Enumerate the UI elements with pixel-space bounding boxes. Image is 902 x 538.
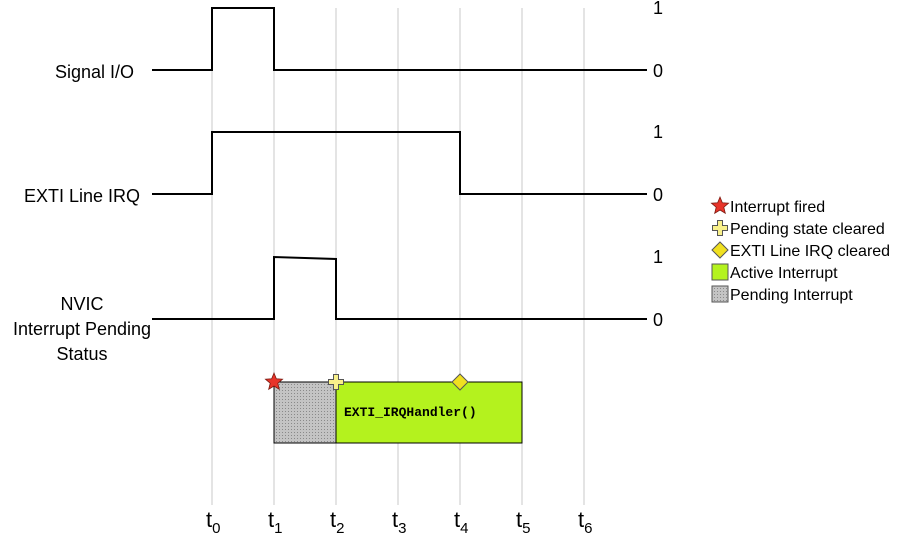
signal-row: EXTI Line IRQ 1 0 — [24, 122, 663, 206]
waveform — [152, 255, 647, 320]
level-low-label: 0 — [653, 185, 663, 205]
legend-item: Pending Interrupt — [711, 285, 853, 304]
time-axis-labels: t0 t1 t2 t3 t4 t5 t6 — [206, 507, 592, 537]
legend-label: Pending Interrupt — [730, 287, 853, 304]
signal-label: NVIC — [60, 294, 103, 314]
legend-label: Pending state cleared — [730, 221, 885, 238]
signal-label: Interrupt Pending — [13, 319, 151, 339]
signal-label: Status — [56, 344, 107, 364]
irq-cleared-diamond-icon — [451, 373, 469, 391]
pending-interrupt-block — [273, 381, 337, 444]
waveform — [152, 131, 647, 195]
signal-row: Signal I/O 1 0 — [55, 0, 663, 82]
legend-label: Interrupt fired — [730, 199, 825, 216]
legend: Interrupt fired Pending state cleared EXTI… — [710, 195, 890, 304]
legend-item: Active Interrupt — [711, 263, 838, 282]
time-gridlines — [211, 8, 585, 505]
signal-label: EXTI Line IRQ — [24, 186, 140, 206]
interrupt-fired-star-icon — [264, 371, 284, 391]
level-high-label: 1 — [653, 122, 663, 142]
active-interrupt-block — [335, 381, 523, 444]
pending-swatch-icon — [711, 285, 729, 303]
time-label-t0: t0 — [206, 507, 220, 537]
legend-label: Active Interrupt — [730, 265, 838, 282]
handler-label: EXTI_IRQHandler() — [344, 405, 477, 420]
time-label-t6: t6 — [578, 507, 592, 537]
legend-label: EXTI Line IRQ cleared — [730, 243, 890, 260]
diamond-icon — [711, 241, 729, 259]
level-high-label: 1 — [653, 247, 663, 267]
pending-cleared-plus-icon — [328, 374, 344, 390]
legend-item: EXTI Line IRQ cleared — [711, 241, 890, 260]
plus-icon — [712, 220, 728, 236]
signal-label: Signal I/O — [55, 62, 134, 82]
level-high-label: 1 — [653, 0, 663, 18]
time-label-t4: t4 — [454, 507, 468, 537]
time-label-t3: t3 — [392, 507, 406, 537]
active-swatch-icon — [711, 263, 729, 281]
legend-item: Pending state cleared — [712, 220, 885, 238]
star-icon — [710, 195, 730, 215]
time-label-t2: t2 — [330, 507, 344, 537]
signal-waveforms: Signal I/O 1 0 EXTI Line IRQ 1 0 NVIC Interrupt… — [13, 0, 663, 364]
level-low-label: 0 — [653, 310, 663, 330]
execution-timeline: EXTI_IRQHandler() — [264, 371, 523, 444]
time-label-t5: t5 — [516, 507, 530, 537]
time-label-t1: t1 — [268, 507, 282, 537]
signal-row: NVIC Interrupt Pending Status 1 0 — [13, 247, 663, 364]
legend-item: Interrupt fired — [710, 195, 825, 216]
level-low-label: 0 — [653, 61, 663, 81]
waveform — [152, 7, 647, 71]
